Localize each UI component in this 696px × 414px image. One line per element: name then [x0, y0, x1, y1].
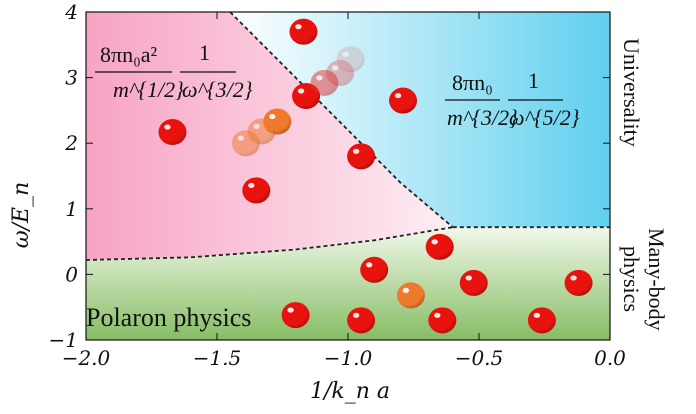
y-tick-label: 0 [65, 262, 78, 286]
svg-text:8πn₀: 8πn₀ [452, 70, 493, 95]
formula-pink-num2: 1 [199, 40, 210, 65]
svg-text:m^{3/2}: m^{3/2} [447, 105, 518, 130]
x-tick-label: 0.0 [594, 346, 626, 370]
x-tick-label: −1.5 [193, 346, 242, 370]
y-tick-label: 1 [65, 197, 78, 221]
formula-blue: 8πn₀ m^{3/2} 1 ω^{5/2} [445, 68, 580, 130]
svg-text:ω^{3/2}: ω^{3/2} [182, 77, 253, 102]
data-point [242, 177, 271, 204]
data-point [425, 233, 454, 260]
svg-text:ω^{5/2}: ω^{5/2} [509, 105, 580, 130]
x-tick-label: −0.5 [455, 346, 504, 370]
y-tick-label: 3 [65, 66, 78, 90]
data-point [231, 130, 260, 157]
formula-blue-den: m^{3/2} [447, 105, 518, 130]
y-tick-label: −1 [49, 328, 78, 352]
side-label-many-body: Many-body [644, 228, 669, 331]
region-blue [230, 12, 610, 228]
y-axis-title: ω/E_n [9, 182, 34, 249]
side-label-physics: physics [619, 246, 644, 312]
formula-pink-num: 8πn₀a² [100, 42, 158, 67]
region-green [86, 227, 610, 340]
x-tick-label: −2.0 [62, 346, 111, 370]
data-point [281, 302, 310, 329]
data-point [527, 307, 556, 334]
region-backgrounds [86, 12, 610, 340]
data-point [347, 143, 376, 170]
data-point [428, 307, 457, 334]
x-tick-label: −1.0 [324, 346, 373, 370]
data-point [459, 269, 488, 296]
svg-text:1: 1 [199, 40, 210, 65]
data-point [564, 269, 593, 296]
axis-ticks [85, 11, 611, 341]
svg-text:m^{1/2}: m^{1/2} [113, 77, 184, 102]
data-point [389, 87, 418, 114]
formula-pink-den: m^{1/2} [113, 77, 184, 102]
data-points [158, 18, 593, 334]
side-label-universality: Universality [619, 38, 644, 147]
data-point [158, 119, 187, 146]
formula-pink-den2: ω^{3/2} [182, 77, 253, 102]
boundary-line-3 [85, 226, 453, 261]
formula-blue-num2: 1 [528, 68, 539, 93]
region-label-polaron: Polaron physics [86, 303, 251, 332]
region-boundaries [85, 11, 610, 261]
data-point [396, 282, 425, 309]
data-point [347, 307, 376, 334]
svg-text:1: 1 [528, 68, 539, 93]
data-point [360, 256, 389, 283]
data-point [289, 18, 318, 45]
y-tick-label: 2 [64, 131, 78, 155]
svg-text:8πn₀a²: 8πn₀a² [100, 42, 158, 67]
x-axis-title: 1/k_n a [310, 379, 390, 404]
axis-tick-labels: −2.0 −1.5 −1.0 −0.5 0.0 −1 0 1 2 3 4 [49, 0, 627, 370]
data-point [336, 46, 365, 73]
formula-blue-den2: ω^{5/2} [509, 105, 580, 130]
formula-pink: 8πn₀a² m^{1/2} 1 ω^{3/2} [95, 40, 253, 102]
formula-blue-num: 8πn₀ [452, 70, 493, 95]
y-tick-label: 4 [64, 0, 78, 24]
